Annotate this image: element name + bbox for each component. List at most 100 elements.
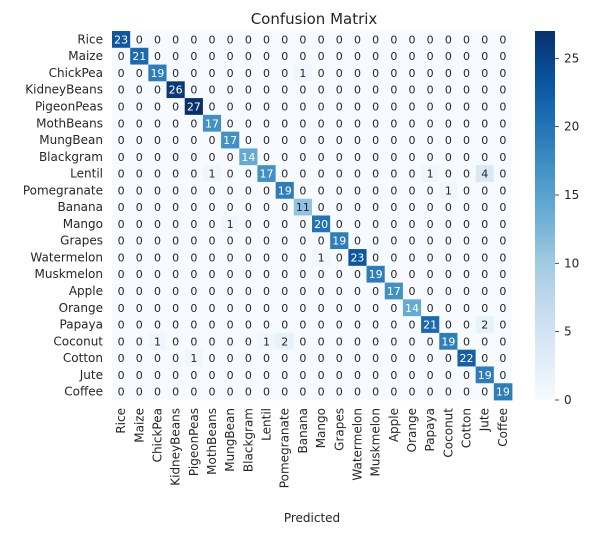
heatmap-cell <box>402 232 422 250</box>
cell-value-label: 0 <box>427 201 434 214</box>
heatmap-cell <box>493 215 513 233</box>
cell-value-label: 0 <box>354 201 361 214</box>
heatmap-cell <box>421 316 440 334</box>
heatmap-cell <box>275 349 295 367</box>
heatmap-cell <box>202 316 222 334</box>
heatmap-cell <box>275 249 295 267</box>
cell-value-label: 0 <box>318 352 325 365</box>
heatmap-cell <box>112 98 131 116</box>
cell-value-label: 0 <box>245 84 252 97</box>
cell-value-label: 0 <box>209 285 216 298</box>
cell-value-label: 0 <box>263 235 270 248</box>
cell-value-label: 0 <box>318 67 325 80</box>
cell-value-label: 0 <box>190 184 197 197</box>
cell-value-label: 22 <box>460 352 474 365</box>
cell-value-label: 0 <box>209 134 216 147</box>
cell-value-label: 0 <box>136 268 143 281</box>
cell-value-label: 0 <box>499 302 506 315</box>
heatmap-cell <box>221 383 240 401</box>
heatmap-cell <box>184 81 204 99</box>
cell-value-label: 0 <box>336 335 343 348</box>
x-tick-label: Apple <box>387 408 401 442</box>
heatmap-cell <box>475 98 495 116</box>
heatmap-cell <box>184 232 204 250</box>
cell-value-label: 0 <box>390 319 397 332</box>
heatmap-cell <box>148 282 167 300</box>
cell-value-label: 0 <box>281 117 288 130</box>
heatmap-cell <box>202 265 222 283</box>
heatmap-cell <box>366 181 386 200</box>
heatmap-cell <box>166 249 186 267</box>
heatmap-cell <box>402 249 422 267</box>
heatmap-cell <box>330 299 349 317</box>
y-tick-label: Orange <box>59 301 103 315</box>
cell-value-label: 0 <box>354 386 361 399</box>
cell-value-label: 0 <box>318 100 325 113</box>
heatmap-cell <box>112 165 131 183</box>
heatmap-cell <box>402 265 422 283</box>
cell-value-label: 0 <box>318 33 325 46</box>
heatmap-cell <box>275 47 295 65</box>
heatmap-cell <box>348 98 367 116</box>
heatmap-cell <box>257 181 277 200</box>
heatmap-cell <box>402 299 422 317</box>
cell-value-label: 0 <box>463 33 470 46</box>
cell-value-label: 0 <box>427 369 434 382</box>
cell-value-label: 0 <box>336 134 343 147</box>
cell-value-label: 0 <box>154 352 161 365</box>
heatmap-cell <box>112 31 131 49</box>
cell-value-label: 0 <box>354 352 361 365</box>
cell-value-label: 0 <box>136 386 143 399</box>
heatmap-cell <box>202 181 222 200</box>
colorbar-tick-label: 25 <box>564 51 579 65</box>
heatmap-cell <box>330 316 349 334</box>
heatmap-cell <box>221 148 240 166</box>
cell-value-label: 14 <box>405 302 419 315</box>
cell-value-label: 0 <box>409 67 416 80</box>
y-tick-label: Apple <box>69 284 103 298</box>
heatmap-cell <box>293 366 313 384</box>
heatmap-cell <box>457 81 477 99</box>
heatmap-cell <box>475 349 495 367</box>
heatmap-cell <box>166 299 186 317</box>
heatmap-cell <box>439 47 458 65</box>
heatmap-cell <box>130 148 149 166</box>
cell-value-label: 0 <box>136 335 143 348</box>
cell-value-label: 0 <box>499 168 506 181</box>
heatmap-cell <box>257 98 277 116</box>
heatmap-cell <box>493 316 513 334</box>
cell-value-label: 0 <box>427 386 434 399</box>
heatmap-cell <box>130 31 149 49</box>
heatmap-cell <box>366 165 386 183</box>
cell-value-label: 1 <box>445 184 452 197</box>
x-tick-label: Grapes <box>332 408 346 451</box>
cell-value-label: 0 <box>318 386 325 399</box>
heatmap-cell <box>330 332 349 351</box>
heatmap-cell <box>148 316 167 334</box>
heatmap-cell <box>184 114 204 133</box>
cell-value-label: 0 <box>172 50 179 63</box>
heatmap-cell <box>348 81 367 99</box>
cell-value-label: 0 <box>154 369 161 382</box>
cell-value-label: 0 <box>172 235 179 248</box>
cell-value-label: 0 <box>154 218 161 231</box>
cell-value-label: 0 <box>427 285 434 298</box>
cell-value-label: 0 <box>227 335 234 348</box>
cell-value-label: 0 <box>390 117 397 130</box>
y-tick-label: Papaya <box>60 318 103 332</box>
heatmap-cell <box>148 114 167 133</box>
heatmap-cell <box>312 349 331 367</box>
cell-value-label: 0 <box>445 67 452 80</box>
heatmap-cell <box>184 299 204 317</box>
heatmap-cell <box>384 31 404 49</box>
cell-value-label: 0 <box>409 218 416 231</box>
heatmap-cell <box>112 47 131 65</box>
heatmap-cell <box>384 316 404 334</box>
cell-value-label: 0 <box>136 251 143 264</box>
heatmap-cell <box>439 131 458 149</box>
cell-value-label: 0 <box>172 168 179 181</box>
cell-value-label: 0 <box>318 201 325 214</box>
heatmap-cell <box>457 148 477 166</box>
y-tick-label: Lentil <box>70 167 103 181</box>
heatmap-cell <box>202 165 222 183</box>
